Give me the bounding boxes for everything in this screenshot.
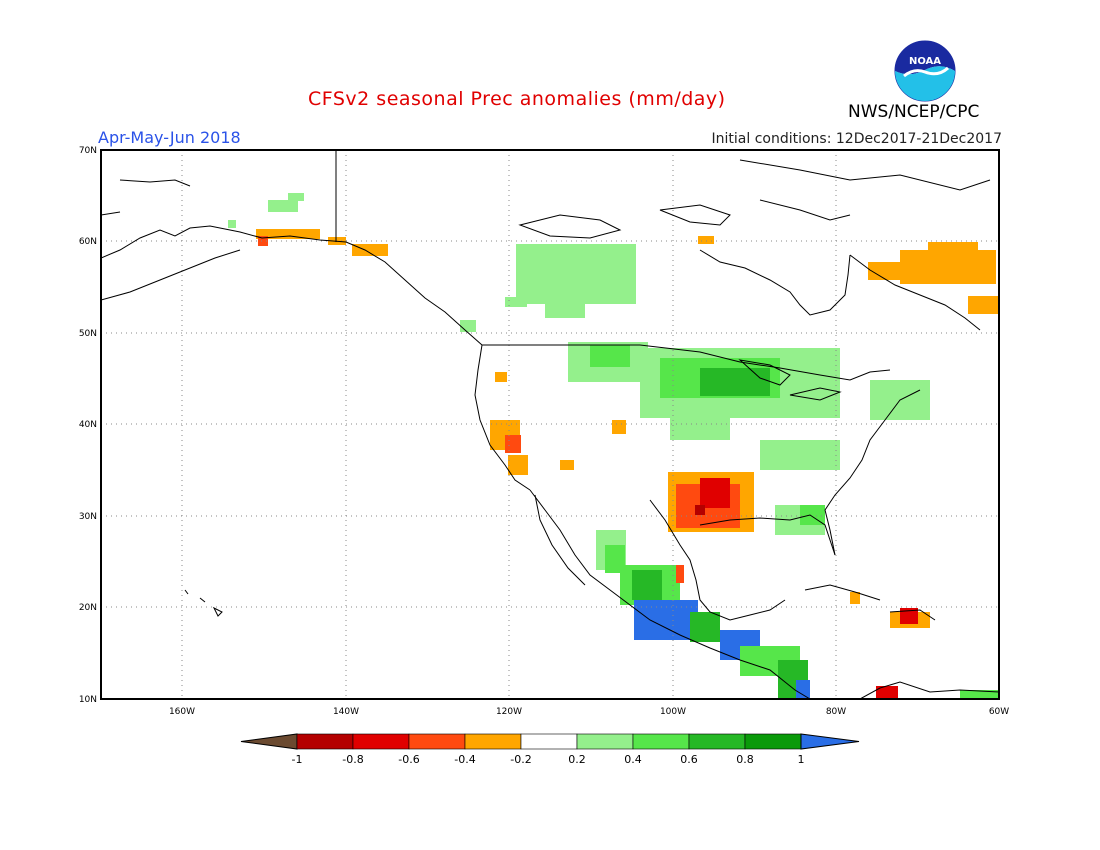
colorbar-segment xyxy=(408,733,466,750)
colorbar-label: -0.4 xyxy=(454,753,475,766)
map-title: CFSv2 seasonal Prec anomalies (mm/day) xyxy=(308,88,726,110)
logo-text: NOAA xyxy=(909,56,941,67)
agency-label: NWS/NCEP/CPC xyxy=(848,102,980,122)
lon-label-60w: 60W xyxy=(989,707,1009,717)
colorbar-label: -0.6 xyxy=(398,753,419,766)
colorbar-label: 0.4 xyxy=(624,753,642,766)
colorbar: -1 -0.8 -0.6 -0.4 -0.2 0.2 0.4 0.6 0.8 1 xyxy=(240,733,860,766)
lat-label-70n: 70N xyxy=(79,146,97,156)
colorbar-label: -0.2 xyxy=(510,753,531,766)
colorbar-segment xyxy=(688,733,746,750)
noaa-logo-icon: NOAA xyxy=(894,40,956,102)
colorbar-label: 0.2 xyxy=(568,753,586,766)
colorbar-label: 0.6 xyxy=(680,753,698,766)
colorbar-segment xyxy=(520,733,578,750)
lat-tick-labels: 70N 60N 50N 40N 30N 20N 10N xyxy=(79,146,97,705)
lon-label-80w: 80W xyxy=(826,707,846,717)
colorbar-label: -1 xyxy=(292,753,303,766)
lon-tick-labels: 160W 140W 120W 100W 80W 60W xyxy=(169,707,1009,717)
colorbar-label: 0.8 xyxy=(736,753,754,766)
colorbar-segment xyxy=(296,733,354,750)
colorbar-segment xyxy=(464,733,522,750)
lat-label-40n: 40N xyxy=(79,420,97,430)
map-frame xyxy=(100,149,1000,700)
lat-label-10n: 10N xyxy=(79,695,97,705)
initial-conditions: Initial conditions: 12Dec2017-21Dec2017 xyxy=(711,131,1003,147)
colorbar-segment xyxy=(744,733,802,750)
colorbar-arrow-left xyxy=(240,733,298,750)
lat-label-30n: 30N xyxy=(79,512,97,522)
lat-label-50n: 50N xyxy=(79,329,97,339)
coastlines xyxy=(101,150,999,699)
colorbar-segment xyxy=(352,733,410,750)
lat-label-20n: 20N xyxy=(79,603,97,613)
lon-label-140w: 140W xyxy=(333,707,359,717)
forecast-period: Apr-May-Jun 2018 xyxy=(98,128,241,147)
graticule xyxy=(101,150,999,699)
lon-label-100w: 100W xyxy=(660,707,686,717)
lon-label-120w: 120W xyxy=(496,707,522,717)
anomaly-shading xyxy=(228,193,999,699)
lon-label-160w: 160W xyxy=(169,707,195,717)
colorbar-segment xyxy=(632,733,690,750)
colorbar-arrow-right xyxy=(800,733,860,750)
colorbar-label: 1 xyxy=(798,753,805,766)
colorbar-label: -0.8 xyxy=(342,753,363,766)
colorbar-segment xyxy=(576,733,634,750)
lat-label-60n: 60N xyxy=(79,237,97,247)
